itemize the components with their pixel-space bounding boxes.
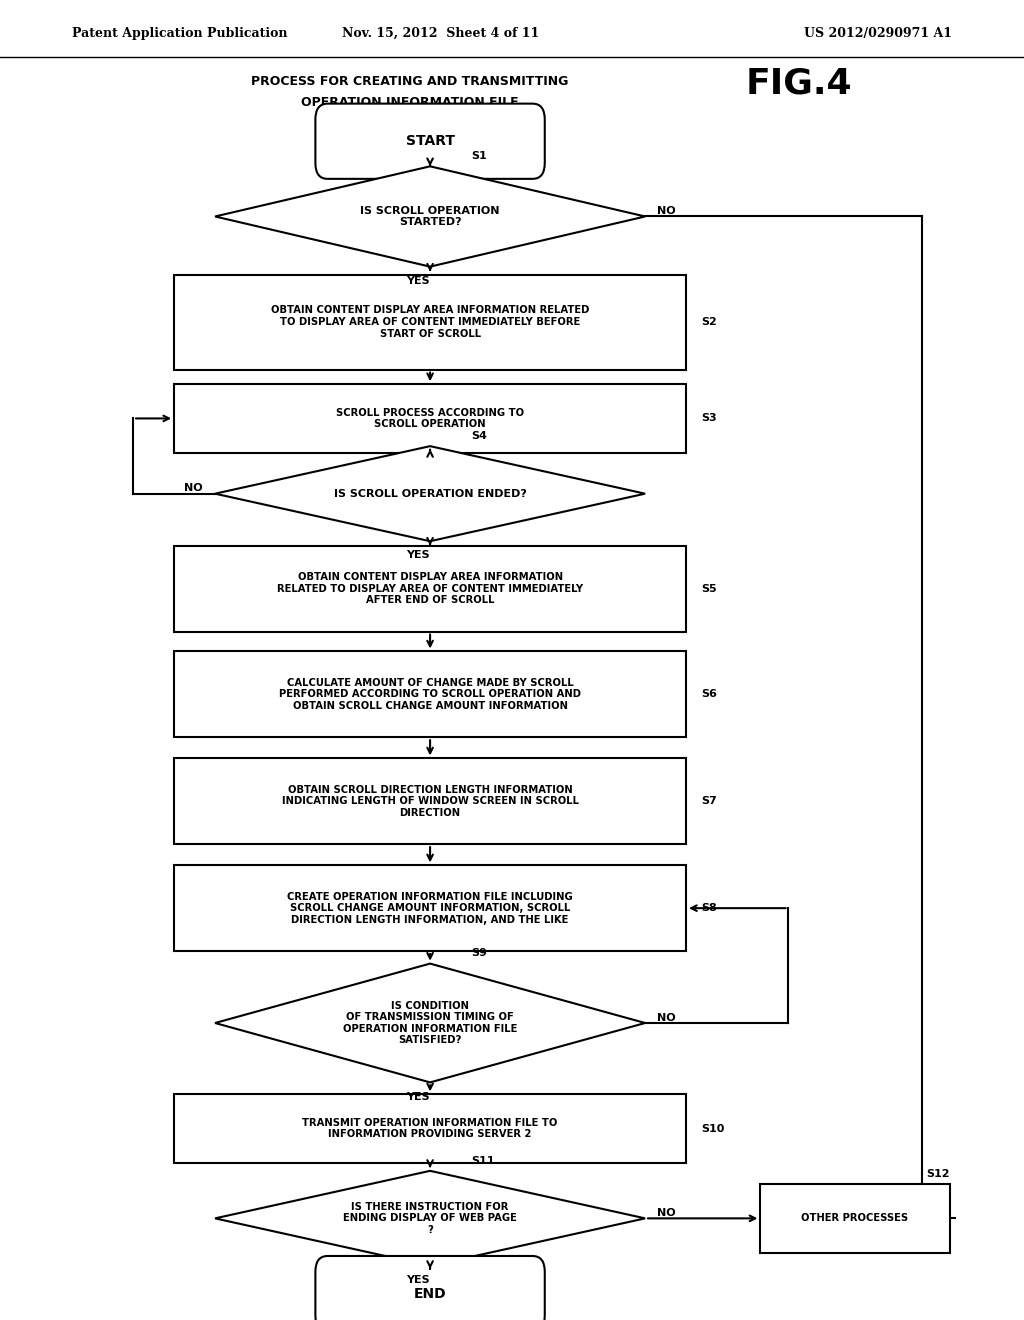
Text: IS CONDITION
OF TRANSMISSION TIMING OF
OPERATION INFORMATION FILE
SATISFIED?: IS CONDITION OF TRANSMISSION TIMING OF O… (343, 1001, 517, 1045)
Text: OTHER PROCESSES: OTHER PROCESSES (802, 1213, 908, 1224)
Text: Patent Application Publication: Patent Application Publication (72, 26, 287, 40)
Text: CREATE OPERATION INFORMATION FILE INCLUDING
SCROLL CHANGE AMOUNT INFORMATION, SC: CREATE OPERATION INFORMATION FILE INCLUD… (287, 891, 573, 925)
Text: S4: S4 (471, 430, 487, 441)
Text: S7: S7 (701, 796, 717, 807)
Text: YES: YES (406, 276, 430, 286)
Text: NO: NO (657, 1012, 676, 1023)
Text: S12: S12 (927, 1168, 950, 1179)
Text: YES: YES (406, 550, 430, 561)
Text: Nov. 15, 2012  Sheet 4 of 11: Nov. 15, 2012 Sheet 4 of 11 (342, 26, 539, 40)
Text: OPERATION INFORMATION FILE: OPERATION INFORMATION FILE (301, 96, 518, 110)
Text: OBTAIN CONTENT DISPLAY AREA INFORMATION
RELATED TO DISPLAY AREA OF CONTENT IMMED: OBTAIN CONTENT DISPLAY AREA INFORMATION … (278, 572, 583, 606)
Bar (174, 275, 686, 370)
Text: OBTAIN SCROLL DIRECTION LENGTH INFORMATION
INDICATING LENGTH OF WINDOW SCREEN IN: OBTAIN SCROLL DIRECTION LENGTH INFORMATI… (282, 784, 579, 818)
Text: CALCULATE AMOUNT OF CHANGE MADE BY SCROLL
PERFORMED ACCORDING TO SCROLL OPERATIO: CALCULATE AMOUNT OF CHANGE MADE BY SCROL… (280, 677, 581, 711)
Text: IS THERE INSTRUCTION FOR
ENDING DISPLAY OF WEB PAGE
?: IS THERE INSTRUCTION FOR ENDING DISPLAY … (343, 1201, 517, 1236)
FancyBboxPatch shape (315, 103, 545, 178)
Text: YES: YES (406, 1092, 430, 1102)
Text: PROCESS FOR CREATING AND TRANSMITTING: PROCESS FOR CREATING AND TRANSMITTING (251, 75, 568, 88)
Bar (174, 384, 686, 453)
Bar (760, 1184, 950, 1253)
Polygon shape (215, 446, 645, 541)
Text: IS SCROLL OPERATION ENDED?: IS SCROLL OPERATION ENDED? (334, 488, 526, 499)
Bar (174, 652, 686, 737)
Text: TRANSMIT OPERATION INFORMATION FILE TO
INFORMATION PROVIDING SERVER 2: TRANSMIT OPERATION INFORMATION FILE TO I… (302, 1118, 558, 1139)
Text: S2: S2 (701, 317, 717, 327)
Text: US 2012/0290971 A1: US 2012/0290971 A1 (804, 26, 952, 40)
Bar (174, 546, 686, 631)
Text: START: START (406, 135, 455, 148)
Text: NO: NO (184, 483, 203, 494)
Text: S8: S8 (701, 903, 717, 913)
Text: OBTAIN CONTENT DISPLAY AREA INFORMATION RELATED
TO DISPLAY AREA OF CONTENT IMMED: OBTAIN CONTENT DISPLAY AREA INFORMATION … (271, 305, 589, 339)
Bar (174, 1094, 686, 1163)
Polygon shape (215, 166, 645, 267)
Text: S1: S1 (471, 150, 486, 161)
Polygon shape (215, 964, 645, 1082)
Text: S3: S3 (701, 413, 717, 424)
Text: S6: S6 (701, 689, 718, 700)
Text: END: END (414, 1287, 446, 1300)
Text: IS SCROLL OPERATION
STARTED?: IS SCROLL OPERATION STARTED? (360, 206, 500, 227)
FancyBboxPatch shape (315, 1257, 545, 1320)
Text: S10: S10 (701, 1123, 725, 1134)
Text: FIG.4: FIG.4 (745, 66, 852, 100)
Bar (174, 758, 686, 845)
Text: NO: NO (657, 206, 676, 216)
Text: S11: S11 (471, 1155, 495, 1166)
Bar (174, 866, 686, 950)
Text: YES: YES (406, 1275, 430, 1286)
Text: S5: S5 (701, 583, 717, 594)
Text: SCROLL PROCESS ACCORDING TO
SCROLL OPERATION: SCROLL PROCESS ACCORDING TO SCROLL OPERA… (336, 408, 524, 429)
Polygon shape (215, 1171, 645, 1266)
Text: S9: S9 (471, 948, 487, 958)
Text: NO: NO (657, 1208, 676, 1218)
